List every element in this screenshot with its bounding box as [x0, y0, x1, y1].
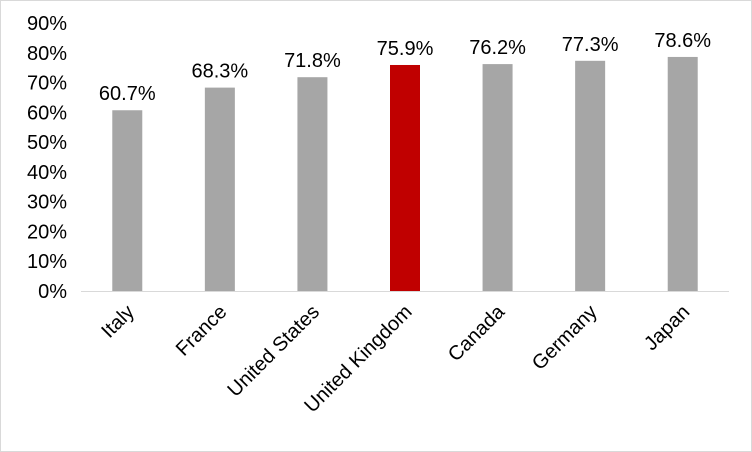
y-tick-label-60: 60% [27, 102, 67, 124]
data-label-germany: 77.3% [562, 34, 619, 56]
y-tick-label-20: 20% [27, 221, 67, 243]
y-tick-label-0: 0% [38, 281, 67, 303]
y-tick-label-10: 10% [27, 251, 67, 273]
data-labels: 60.7% 68.3% 71.8% 75.9% 76.2% 77.3% 78.6% [99, 30, 711, 105]
y-tick-label-40: 40% [27, 162, 67, 184]
y-tick-label-80: 80% [27, 43, 67, 65]
data-label-france: 68.3% [191, 61, 248, 83]
category-label-united-states: United States [223, 301, 323, 401]
y-tick-label-30: 30% [27, 192, 67, 214]
bar-italy [112, 110, 143, 291]
bars [112, 56, 698, 292]
bar-japan [667, 56, 698, 291]
bar-germany [575, 60, 606, 291]
data-label-canada: 76.2% [469, 37, 526, 59]
bar-france [204, 87, 235, 292]
y-tick-label-50: 50% [27, 132, 67, 154]
data-label-united-kingdom: 75.9% [377, 38, 434, 60]
data-label-japan: 78.6% [654, 30, 711, 52]
y-axis-tick-labels: 0% 10% 20% 30% 40% 50% 60% 70% 80% 90% [27, 13, 67, 303]
y-tick-label-70: 70% [27, 73, 67, 95]
category-label-germany: Germany [528, 301, 602, 375]
category-label-japan: Japan [640, 301, 694, 355]
category-label-italy: Italy [97, 301, 138, 342]
bar-canada [482, 64, 513, 291]
category-label-canada: Canada [444, 300, 510, 366]
bar-united-states [297, 77, 328, 291]
data-label-united-states: 71.8% [284, 50, 341, 72]
category-label-france: France [172, 301, 232, 361]
y-tick-label-90: 90% [27, 13, 67, 35]
data-label-italy: 60.7% [99, 83, 156, 105]
bar-united-kingdom [390, 64, 420, 291]
